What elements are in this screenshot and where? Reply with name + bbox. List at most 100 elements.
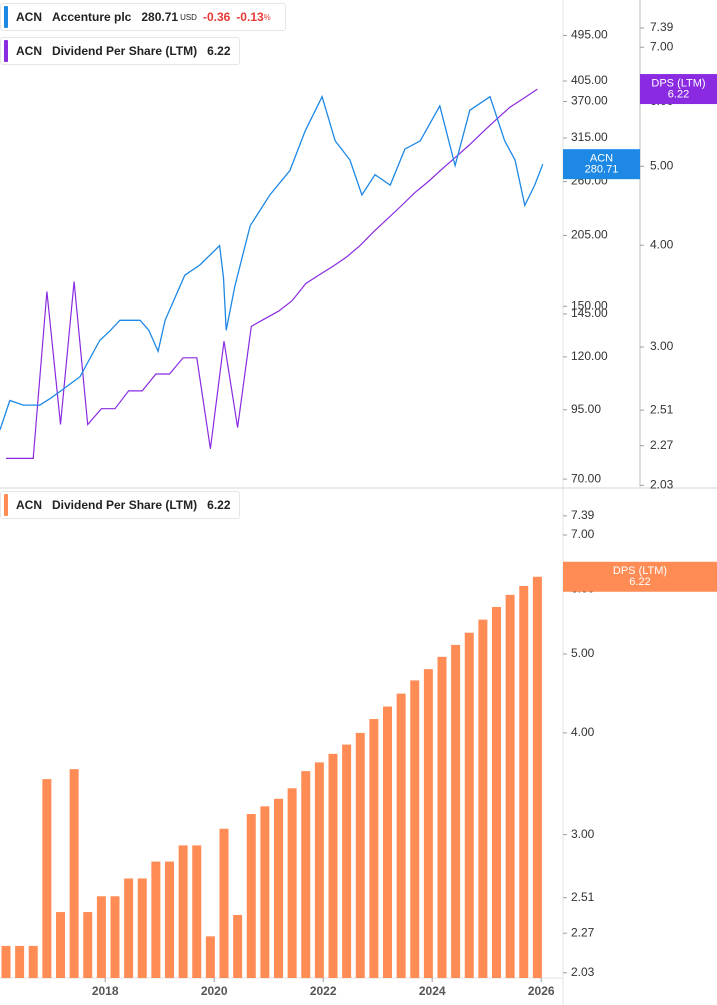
bar — [478, 619, 488, 978]
price-badge — [640, 74, 717, 105]
x-tick-label: 2020 — [201, 984, 228, 998]
y-tick-label: 5.00 — [650, 158, 674, 172]
legend-ticker: ACN — [16, 498, 42, 512]
legend-change: -0.36 — [202, 10, 231, 24]
bar — [15, 945, 25, 978]
bar — [246, 814, 256, 978]
price-badge — [563, 149, 640, 180]
y-tick-label: 145.00 — [571, 306, 608, 320]
price-badge-label: 6.22 — [668, 88, 689, 100]
bar — [42, 779, 52, 978]
x-tick-label: 2026 — [528, 984, 555, 998]
bar — [355, 732, 365, 978]
bar — [423, 669, 433, 978]
bar — [437, 656, 447, 978]
bar — [137, 878, 147, 978]
bar — [451, 644, 461, 978]
price-badge-label: DPS (LTM) — [613, 565, 667, 577]
y-tick-label: 315.00 — [571, 130, 608, 144]
legend-swatch — [4, 6, 8, 28]
y-tick-label: 7.39 — [650, 20, 674, 34]
y-tick-label: 120.00 — [571, 349, 608, 363]
legend-percent-sign: % — [263, 12, 271, 22]
bar — [519, 585, 529, 978]
bar — [274, 798, 284, 978]
legend-price: 280.71 — [141, 10, 179, 24]
bar — [69, 769, 79, 978]
bar — [383, 706, 393, 978]
x-tick-label: 2018 — [92, 984, 119, 998]
y-tick-label: 3.00 — [650, 339, 674, 353]
legend-ticker: ACN — [16, 44, 42, 58]
bar — [83, 912, 93, 978]
y-tick-label: 2.03 — [571, 965, 595, 979]
legend-value: 6.22 — [207, 498, 231, 512]
bar — [110, 896, 120, 978]
bar — [301, 771, 311, 978]
legend: ACN Dividend Per Share (LTM) 6.22 — [0, 37, 240, 65]
y-tick-label: 7.00 — [571, 527, 595, 541]
series-line — [6, 88, 538, 459]
legend: ACN Dividend Per Share (LTM) 6.22 — [0, 491, 240, 519]
y-tick-label: 95.00 — [571, 402, 601, 416]
bar — [178, 845, 188, 978]
bar — [96, 896, 106, 978]
bar — [505, 594, 515, 978]
legend: ACN Accenture plc 280.71 USD -0.36 -0.13… — [0, 3, 286, 31]
bar — [164, 861, 174, 978]
y-tick-label: 70.00 — [571, 471, 601, 485]
bar — [314, 762, 324, 978]
y-tick-label: 205.00 — [571, 228, 608, 242]
bar — [492, 607, 502, 978]
x-tick-label: 2022 — [310, 984, 337, 998]
price-badge-label: DPS (LTM) — [651, 77, 705, 89]
price-badge-label: ACN — [590, 153, 613, 165]
bar — [369, 719, 379, 978]
y-tick-label: 7.39 — [571, 508, 595, 522]
y-tick-label: 3.00 — [571, 827, 595, 841]
bar — [1, 945, 11, 978]
legend-value: 6.22 — [207, 44, 231, 58]
bar — [233, 915, 243, 978]
bar — [287, 788, 297, 978]
y-tick-label: 5.00 — [571, 646, 595, 660]
legend-name: Dividend Per Share (LTM) — [52, 498, 198, 512]
legend-name: Dividend Per Share (LTM) — [52, 44, 198, 58]
x-tick-label: 2024 — [419, 984, 446, 998]
legend-change-percent: -0.13 — [236, 10, 264, 24]
price-badge — [563, 561, 717, 592]
bar — [342, 744, 352, 978]
y-tick-label: 2.51 — [571, 890, 595, 904]
y-tick-label: 2.03 — [650, 477, 674, 491]
bar — [396, 693, 406, 978]
series-line — [0, 94, 544, 431]
y-tick-label: 2.27 — [650, 438, 674, 452]
legend-ticker: ACN — [16, 10, 42, 24]
legend-swatch — [4, 494, 8, 516]
bar — [219, 828, 229, 978]
y-tick-label: 4.00 — [571, 725, 595, 739]
bar — [532, 576, 542, 978]
y-tick-label: 150.00 — [571, 298, 608, 312]
bar — [192, 845, 202, 978]
y-tick-label: 495.00 — [571, 28, 608, 42]
price-badge-label: 6.22 — [629, 576, 650, 588]
bar — [464, 632, 474, 978]
bar — [55, 912, 65, 978]
bar — [151, 861, 161, 978]
bar — [328, 753, 338, 978]
y-tick-label: 2.27 — [571, 925, 595, 939]
bar — [410, 680, 420, 978]
y-tick-label: 7.00 — [650, 39, 674, 53]
bar — [205, 936, 215, 978]
y-tick-label: 405.00 — [571, 73, 608, 87]
price-badge-label: 280.71 — [585, 164, 619, 176]
legend-name: Accenture plc — [52, 10, 132, 24]
y-tick-label: 4.00 — [650, 237, 674, 251]
bar — [260, 806, 270, 978]
bar — [28, 945, 38, 978]
legend-currency: USD — [180, 12, 197, 22]
y-tick-label: 2.51 — [650, 402, 674, 416]
